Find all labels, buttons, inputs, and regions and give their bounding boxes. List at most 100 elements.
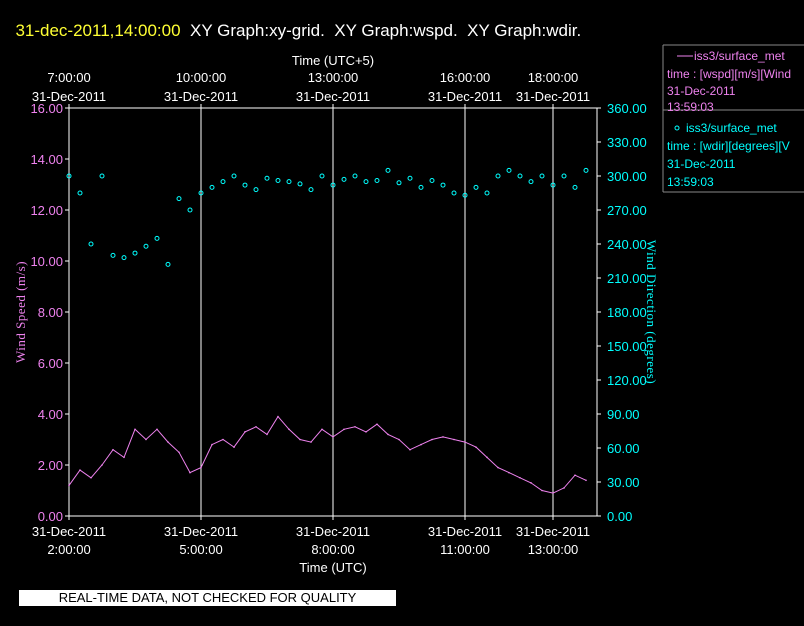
top-axis-label: Time (UTC+5) [292, 53, 374, 68]
wspd-point [123, 456, 125, 459]
wdir-point [330, 182, 336, 188]
wspd-point [156, 428, 158, 431]
right-tick-label: 330.00 [607, 135, 647, 150]
wspd-point [343, 428, 345, 431]
wspd-point [431, 438, 433, 441]
wdir-point [275, 178, 281, 184]
right-tick-label: 150.00 [607, 339, 647, 354]
wdir-point [286, 179, 292, 185]
wdir-point [440, 182, 446, 188]
legend-wdir-field: time : [wdir][degrees][V [667, 139, 790, 153]
left-tick-label: 0.00 [38, 509, 63, 524]
bottom-axis-label: Time (UTC) [299, 560, 366, 575]
right-tick-label: 0.00 [607, 509, 632, 524]
wdir-point [583, 167, 589, 173]
wdir-point [264, 175, 270, 181]
left-axis-label: Wind Speed (m/s) [13, 261, 28, 363]
wspd-point [585, 479, 587, 482]
right-tick-label: 90.00 [607, 407, 640, 422]
wspd-point [244, 431, 246, 433]
legend-wdir-swatch [674, 125, 680, 131]
wdir-point [473, 184, 479, 190]
wdir-point [319, 173, 325, 179]
wspd-point [310, 441, 312, 443]
wspd-point [211, 443, 213, 446]
wdir-point [572, 184, 578, 190]
wspd-point [145, 438, 147, 441]
legend-wspd-field: time : [wspd][m/s][Wind [667, 67, 791, 81]
wdir-point [110, 252, 116, 258]
wdir-point [451, 190, 457, 196]
top-tick-time: 10:00:00 [176, 70, 227, 85]
left-tick-label: 2.00 [38, 458, 63, 473]
wdir-point [198, 190, 204, 196]
wspd-point [409, 448, 411, 451]
title-graph-list: XY Graph:xy-grid. XY Graph:wspd. XY Grap… [180, 21, 582, 40]
legend-wdir-name: iss3/surface_met [686, 121, 777, 135]
page-title: 31-dec-2011,14:00:00 XY Graph:xy-grid. X… [6, 1, 581, 41]
bottom-tick-date: 31-Dec-2011 [516, 524, 590, 539]
wspd-point [376, 423, 378, 426]
wdir-point [495, 173, 501, 179]
right-tick-label: 300.00 [607, 169, 647, 184]
wdir-point [517, 173, 523, 179]
left-tick-label: 8.00 [38, 305, 63, 320]
wspd-point [475, 446, 477, 448]
right-tick-label: 30.00 [607, 475, 640, 490]
wdir-point [154, 235, 160, 241]
wspd-series-line [68, 415, 587, 494]
bottom-tick-date: 31-Dec-2011 [296, 524, 370, 539]
wspd-point [101, 464, 103, 466]
wdir-point [187, 207, 193, 213]
left-tick-label: 12.00 [30, 203, 63, 218]
left-tick-label: 6.00 [38, 356, 63, 371]
wspd-point [464, 441, 466, 443]
title-datetime: 31-dec-2011,14:00:00 [15, 21, 181, 40]
wspd-point [497, 466, 499, 469]
wdir-point [385, 167, 391, 173]
wspd-point [519, 476, 521, 479]
wdir-point [352, 173, 358, 179]
legend-wspd-time: 13:59:03 [667, 100, 714, 114]
wdir-point [308, 187, 314, 193]
wspd-point [200, 466, 202, 469]
bottom-tick-time: 5:00:00 [179, 542, 222, 557]
bottom-tick-time: 2:00:00 [47, 542, 90, 557]
wdir-point [407, 175, 413, 181]
wdir-point [231, 173, 237, 179]
wspd-point [79, 469, 81, 471]
right-tick-label: 210.00 [607, 271, 647, 286]
wspd-point [222, 438, 224, 441]
wdir-point [242, 182, 248, 188]
left-tick-label: 14.00 [30, 152, 63, 167]
wdir-point [363, 179, 369, 185]
wdir-point [66, 173, 72, 179]
top-tick-time: 18:00:00 [528, 70, 579, 85]
wspd-point [288, 428, 290, 431]
right-tick-label: 120.00 [607, 373, 647, 388]
legend-wdir-date: 31-Dec-2011 [667, 157, 736, 171]
legend-wspd-name: iss3/surface_met [694, 49, 785, 63]
wspd-point [167, 441, 169, 443]
bottom-tick-date: 31-Dec-2011 [428, 524, 502, 539]
right-tick-label: 240.00 [607, 237, 647, 252]
wspd-point [90, 476, 92, 479]
top-tick-date: 31-Dec-2011 [296, 89, 370, 104]
wdir-point [88, 241, 94, 247]
wdir-point [176, 196, 182, 202]
wspd-point [552, 492, 554, 494]
wspd-point [387, 433, 389, 436]
wspd-point [233, 446, 235, 448]
wdir-point [550, 182, 556, 188]
top-tick-time: 13:00:00 [308, 70, 359, 85]
wdir-point [220, 179, 226, 185]
wspd-point [398, 438, 400, 441]
wdir-point [374, 178, 380, 184]
wdir-point [561, 173, 567, 179]
right-axis-label: Wind Direction (degrees) [644, 240, 659, 384]
wdir-point [297, 181, 303, 187]
wspd-point [365, 431, 367, 433]
wdir-point [506, 167, 512, 173]
bottom-tick-time: 8:00:00 [311, 542, 354, 557]
